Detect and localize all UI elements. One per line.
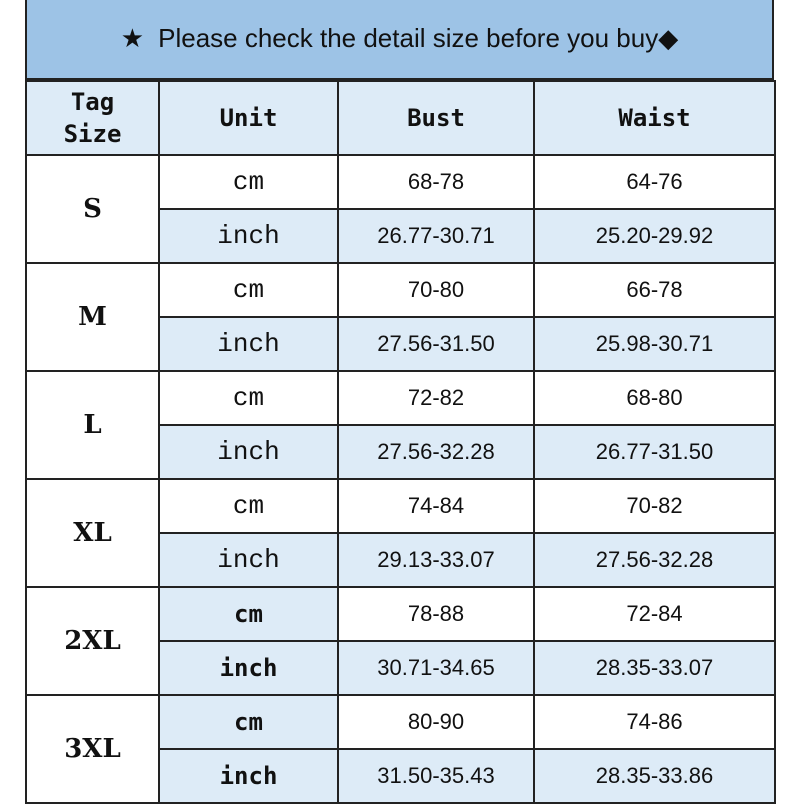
waist-cell: 26.77-31.50	[533, 424, 776, 480]
bust-cell: 78-88	[337, 586, 535, 642]
unit-cell: cm	[158, 694, 339, 750]
waist-cell: 66-78	[533, 262, 776, 318]
table-row-cm: XL cm 74-84 70-82	[25, 478, 776, 588]
bust-cell: 80-90	[337, 694, 535, 750]
header-bust: Bust	[337, 80, 535, 156]
size-cell: XL	[25, 478, 160, 588]
header-size-label: Size	[63, 120, 122, 148]
bust-cell: 68-78	[337, 154, 535, 210]
bust-cell: 74-84	[337, 478, 535, 534]
waist-cell: 70-82	[533, 478, 776, 534]
table-row-cm: 2XL cm 78-88 72-84	[25, 586, 776, 696]
header-row: Tag Size Unit Bust Waist	[25, 80, 776, 156]
bust-cell: 70-80	[337, 262, 535, 318]
bust-cell: 27.56-32.28	[337, 424, 535, 480]
unit-cell: cm	[158, 586, 339, 642]
bust-cell: 72-82	[337, 370, 535, 426]
size-cell: 3XL	[25, 694, 160, 804]
size-chart-title: ★ Please check the detail size before yo…	[25, 0, 774, 80]
table-row-cm: 3XL cm 80-90 74-86	[25, 694, 776, 804]
table-row-inch: inch 26.77-30.71 25.20-29.92	[26, 208, 776, 264]
unit-cell: cm	[158, 154, 339, 210]
header-tag-label: Tag	[70, 88, 115, 116]
unit-cell: inch	[158, 640, 339, 696]
waist-cell: 28.35-33.86	[533, 748, 776, 804]
waist-cell: 72-84	[533, 586, 776, 642]
unit-cell: inch	[158, 316, 339, 372]
size-cell: L	[25, 370, 160, 480]
waist-cell: 27.56-32.28	[533, 532, 776, 588]
title-text: Please check the detail size before you …	[158, 22, 659, 53]
unit-cell: cm	[158, 262, 339, 318]
waist-cell: 74-86	[533, 694, 776, 750]
diamond-icon: ◆	[658, 22, 679, 53]
bust-cell: 27.56-31.50	[337, 316, 535, 372]
waist-cell: 25.98-30.71	[533, 316, 776, 372]
unit-cell: cm	[158, 478, 339, 534]
table-row-inch: inch 27.56-31.50 25.98-30.71	[26, 316, 776, 372]
star-icon: ★	[120, 22, 145, 53]
bust-cell: 26.77-30.71	[337, 208, 535, 264]
header-unit: Unit	[158, 80, 339, 156]
waist-cell: 68-80	[533, 370, 776, 426]
table-row-inch: inch 30.71-34.65 28.35-33.07	[26, 640, 776, 696]
waist-cell: 28.35-33.07	[533, 640, 776, 696]
header-waist: Waist	[533, 80, 776, 156]
size-cell: 2XL	[25, 586, 160, 696]
size-chart: ★ Please check the detail size before yo…	[25, 0, 776, 804]
header-tag-size: Tag Size	[25, 80, 160, 156]
bust-cell: 29.13-33.07	[337, 532, 535, 588]
unit-cell: inch	[158, 532, 339, 588]
table-row-inch: inch 29.13-33.07 27.56-32.28	[26, 532, 776, 588]
waist-cell: 64-76	[533, 154, 776, 210]
unit-cell: inch	[158, 748, 339, 804]
size-cell: S	[25, 154, 160, 264]
size-cell: M	[25, 262, 160, 372]
bust-cell: 30.71-34.65	[337, 640, 535, 696]
unit-cell: inch	[158, 424, 339, 480]
unit-cell: inch	[158, 208, 339, 264]
waist-cell: 25.20-29.92	[533, 208, 776, 264]
bust-cell: 31.50-35.43	[337, 748, 535, 804]
table-row-inch: inch 27.56-32.28 26.77-31.50	[26, 424, 776, 480]
unit-cell: cm	[158, 370, 339, 426]
